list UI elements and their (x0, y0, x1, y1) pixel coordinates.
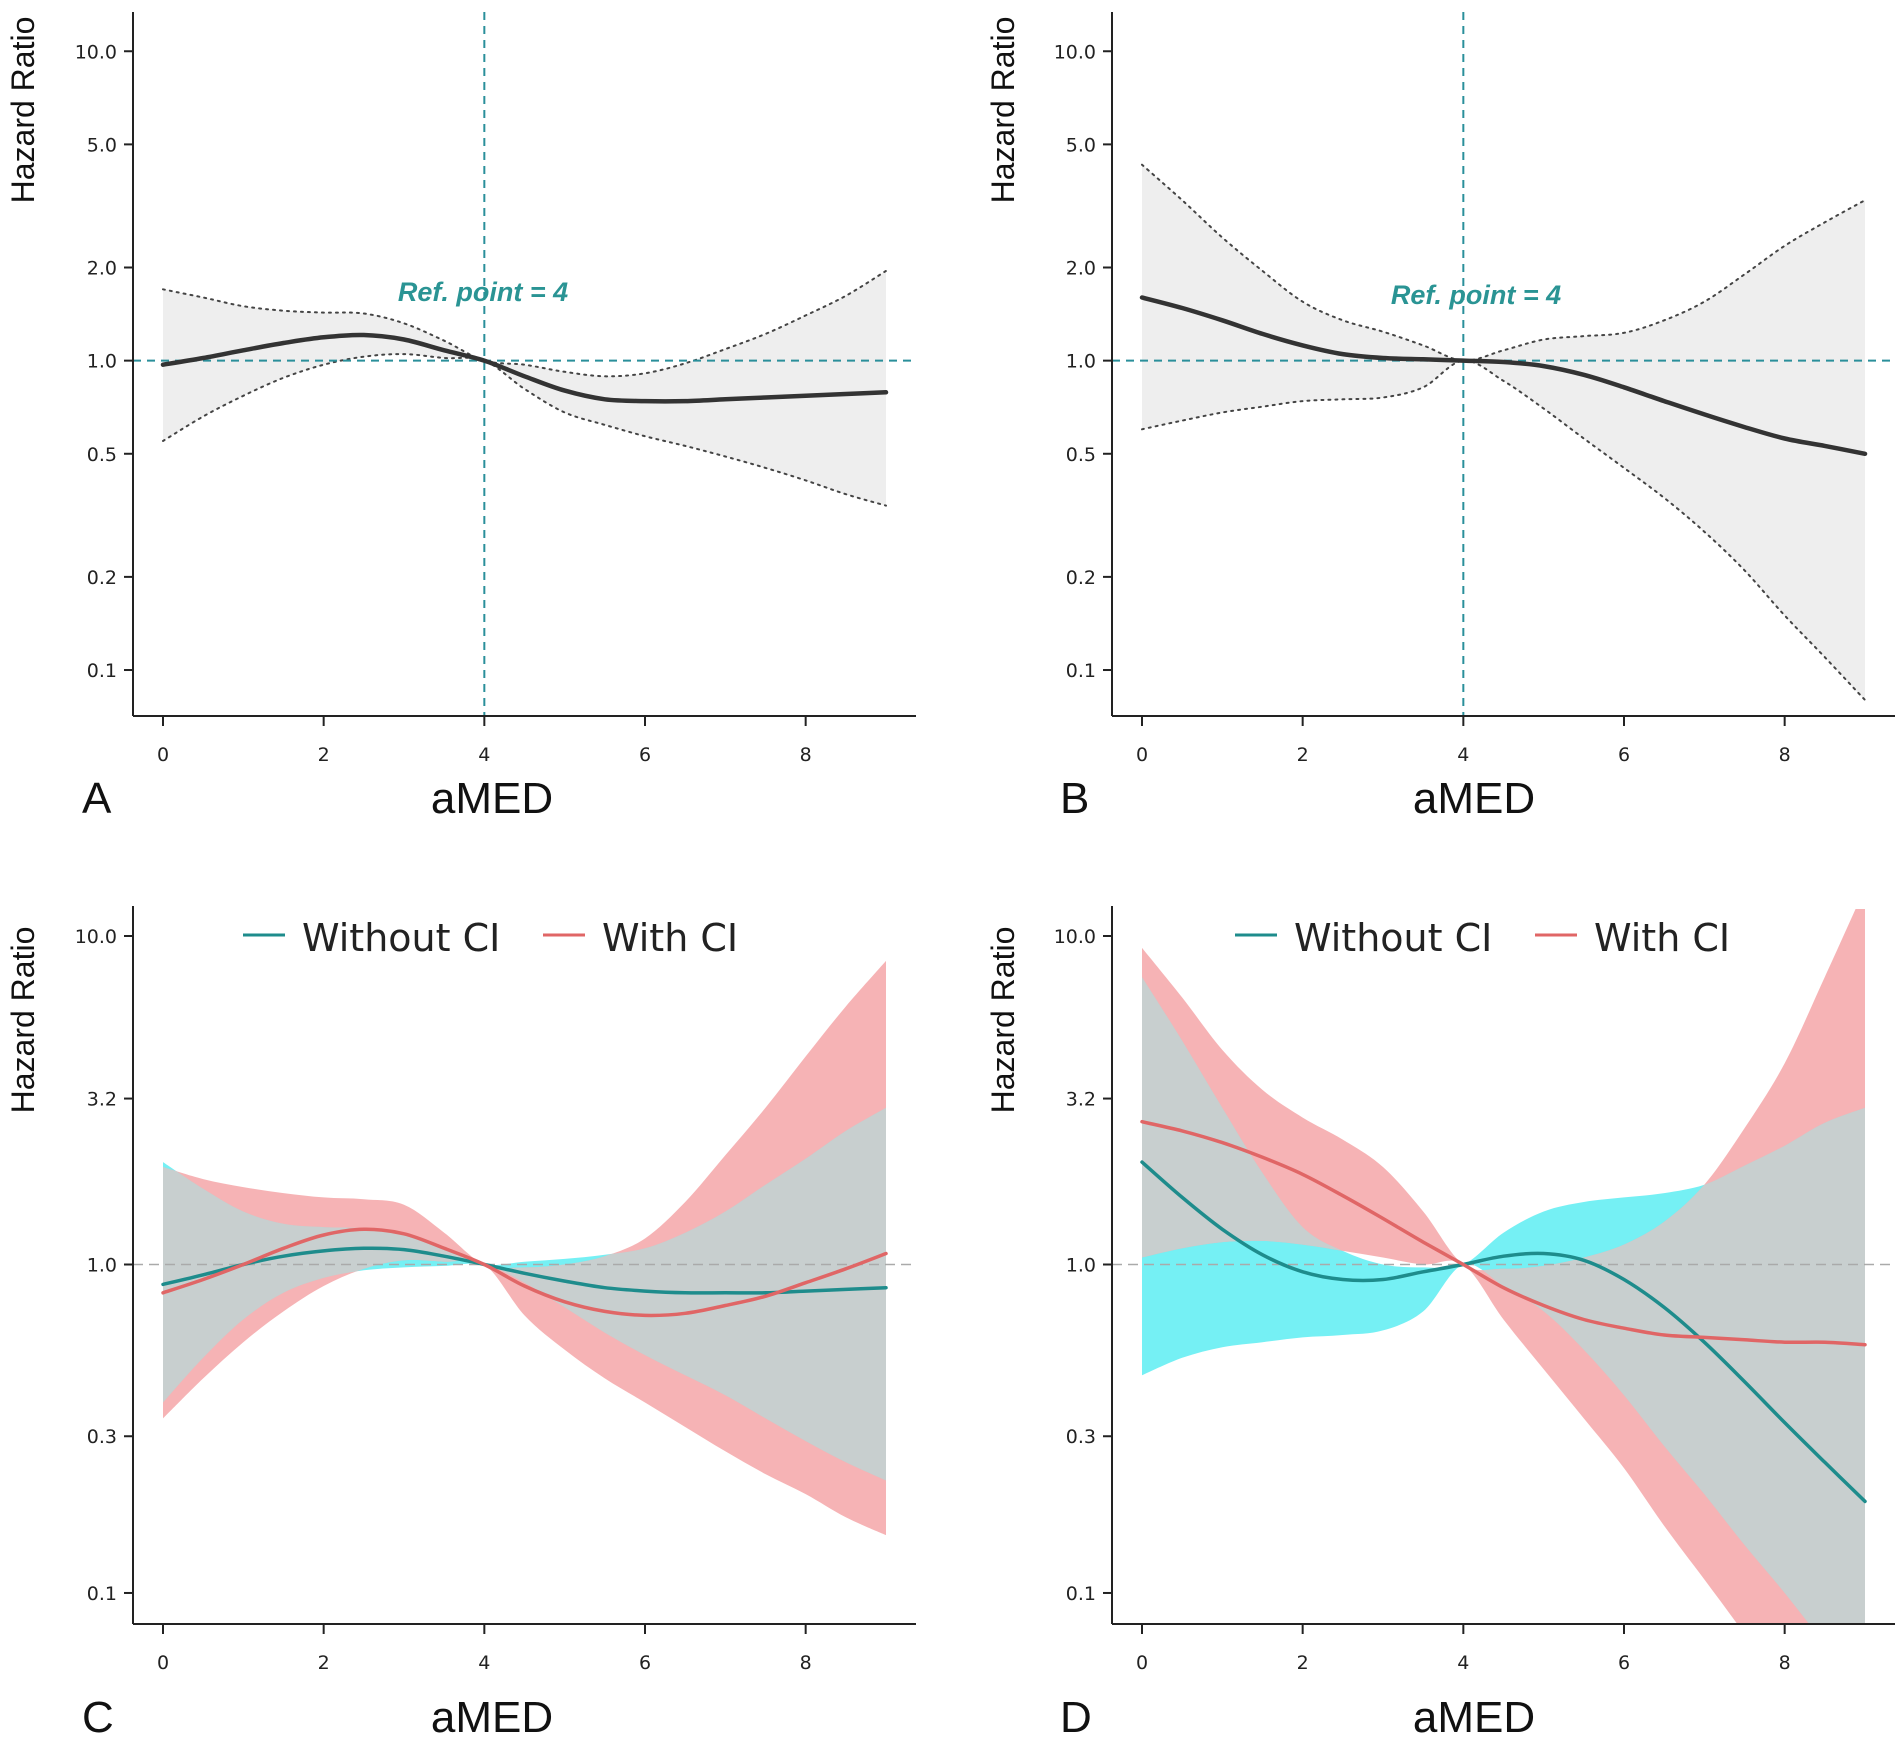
panel-d: 0.1 0.3 1.0 3.2 10.0 0 2 4 6 8 Without CI With CI… (985, 906, 1895, 1742)
panel-a-ylabel: Hazard Ratio (5, 17, 41, 204)
panel-a-bands (162, 269, 887, 507)
panel-b-y-tick-label: 0.2 (1066, 567, 1096, 589)
panel-d-y-tick-label: 3.2 (1066, 1089, 1096, 1111)
panel-a-y-tick-label: 2.0 (87, 258, 117, 280)
panel-d-line-without-ci (1140, 1160, 1867, 1504)
panel-d-legend: Without CI With CI (1235, 916, 1730, 960)
panel-b-xlabel: aMED (1413, 774, 1535, 823)
panel-c-letter: C (82, 1693, 114, 1742)
panel-a-x-tick-label: 0 (157, 744, 169, 766)
panel-b-letter: B (1060, 774, 1089, 823)
panel-c-y-tick-label: 3.2 (87, 1089, 117, 1111)
panel-d-x-tick-label: 4 (1457, 1652, 1469, 1674)
panel-b-y-tick-label: 0.1 (1066, 660, 1096, 682)
panel-d-x-tick-label: 2 (1297, 1652, 1309, 1674)
panel-d-x-tick-label: 0 (1136, 1652, 1148, 1674)
panel-a-y-tick-label: 0.2 (87, 567, 117, 589)
panel-b-bands (1141, 163, 1866, 701)
panel-a-ci-band (163, 270, 886, 506)
panel-a-axes: 0.1 0.2 0.5 1.0 2.0 5.0 10.0 0 2 4 6 8 (75, 12, 916, 766)
panel-c-axes: 0.1 0.3 1.0 3.2 10.0 0 2 4 6 8 (75, 906, 916, 1674)
panel-b-y-tick-label: 1.0 (1066, 351, 1096, 373)
panel-c-y-tick-label: 0.1 (87, 1583, 117, 1605)
panel-b-ref-label: Ref. point = 4 (1391, 280, 1561, 310)
panel-a-line-hr (160, 332, 889, 404)
panel-a-ci-lower-line (162, 353, 887, 507)
panel-c: 0.1 0.3 1.0 3.2 10.0 0 2 4 6 8 Without CI With CI… (5, 906, 916, 1742)
panel-d-y-tick-label: 0.3 (1066, 1426, 1096, 1448)
panel-b-y-tick-label: 10.0 (1054, 41, 1096, 63)
panel-d-x-tick-label: 8 (1779, 1652, 1791, 1674)
panel-d-legend-without-ci: Without CI (1294, 916, 1492, 960)
panel-a-x-tick-label: 2 (318, 744, 330, 766)
panel-c-y-tick-label: 1.0 (87, 1254, 117, 1276)
panel-c-y-tick-label: 0.3 (87, 1426, 117, 1448)
panel-b-axes: 0.1 0.2 0.5 1.0 2.0 5.0 10.0 0 2 4 6 8 (1054, 12, 1895, 766)
panel-b-ci-upper-line (1141, 163, 1866, 362)
panel-d-bands (1142, 909, 1865, 1624)
panel-b-ci-lower-line (1141, 359, 1866, 701)
panel-d-x-tick-label: 6 (1618, 1652, 1630, 1674)
panel-a: 0.1 0.2 0.5 1.0 2.0 5.0 10.0 0 2 4 6 8 Ref. point =… (5, 12, 916, 823)
panel-b-y-tick-label: 5.0 (1066, 134, 1096, 156)
panel-c-xlabel: aMED (431, 1693, 553, 1742)
panel-b-ci-band (1142, 164, 1865, 700)
panel-b-line-hr (1139, 295, 1868, 457)
panel-c-x-tick-label: 8 (800, 1652, 812, 1674)
panel-c-legend: Without CI With CI (243, 916, 738, 960)
panel-b: 0.1 0.2 0.5 1.0 2.0 5.0 10.0 0 2 4 6 8 Ref. point =… (985, 12, 1895, 823)
panel-a-x-tick-label: 4 (478, 744, 490, 766)
panel-d-axes: 0.1 0.3 1.0 3.2 10.0 0 2 4 6 8 (1054, 906, 1895, 1674)
panel-d-y-tick-label: 10.0 (1054, 926, 1096, 948)
panel-c-line-without-ci (161, 1246, 888, 1295)
panel-a-xlabel: aMED (431, 774, 553, 823)
panel-b-ylabel: Hazard Ratio (985, 17, 1021, 204)
panel-d-y-tick-label: 0.1 (1066, 1583, 1096, 1605)
panel-b-y-tick-label: 0.5 (1066, 444, 1096, 466)
panel-c-x-tick-label: 2 (318, 1652, 330, 1674)
panel-a-y-tick-label: 5.0 (87, 134, 117, 156)
panel-d-letter: D (1060, 1693, 1092, 1742)
panel-c-line-with-ci (161, 1227, 888, 1318)
panel-d-line-with-ci (1140, 1119, 1867, 1347)
panel-c-legend-with-ci: With CI (602, 916, 738, 960)
panel-c-bands (163, 960, 886, 1536)
panel-b-x-tick-label: 4 (1457, 744, 1469, 766)
panel-c-x-tick-label: 0 (157, 1652, 169, 1674)
panel-a-y-tick-label: 0.1 (87, 660, 117, 682)
panel-a-ci-upper-line (162, 269, 887, 378)
panel-d-lines (1140, 1119, 1867, 1504)
panel-a-x-tick-label: 6 (639, 744, 651, 766)
panel-b-x-tick-label: 8 (1779, 744, 1791, 766)
panel-c-x-tick-label: 4 (478, 1652, 490, 1674)
panel-a-reference-lines (133, 12, 916, 716)
panel-b-x-tick-label: 0 (1136, 744, 1148, 766)
panel-b-lines (1139, 295, 1868, 457)
panel-c-y-tick-label: 10.0 (75, 926, 117, 948)
panel-c-ylabel: Hazard Ratio (5, 927, 41, 1114)
panel-c-legend-without-ci: Without CI (302, 916, 500, 960)
panel-a-ref-label: Ref. point = 4 (398, 277, 568, 307)
panel-b-x-tick-label: 6 (1618, 744, 1630, 766)
panel-a-y-tick-label: 1.0 (87, 351, 117, 373)
panel-b-reference-lines (1112, 12, 1895, 716)
panel-c-lines (161, 1227, 888, 1318)
panel-d-legend-with-ci: With CI (1594, 916, 1730, 960)
panel-a-x-tick-label: 8 (800, 744, 812, 766)
panel-d-ylabel: Hazard Ratio (985, 927, 1021, 1114)
panel-a-y-tick-label: 10.0 (75, 41, 117, 63)
panel-c-ci-band-with-ci (163, 960, 886, 1536)
panel-d-y-tick-label: 1.0 (1066, 1254, 1096, 1276)
panel-a-letter: A (82, 774, 112, 823)
panel-a-y-tick-label: 0.5 (87, 444, 117, 466)
panel-a-lines (160, 332, 889, 404)
panel-b-x-tick-label: 2 (1297, 744, 1309, 766)
panel-d-xlabel: aMED (1413, 1693, 1535, 1742)
panel-c-x-tick-label: 6 (639, 1652, 651, 1674)
panel-b-y-tick-label: 2.0 (1066, 258, 1096, 280)
